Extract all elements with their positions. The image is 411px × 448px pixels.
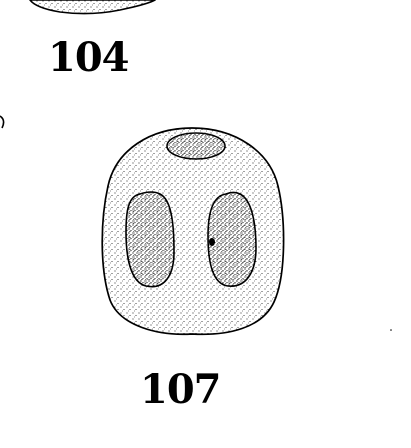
right-window — [207, 191, 257, 287]
margin-speck — [390, 329, 392, 331]
figure-label-107: 107 — [140, 366, 221, 413]
left-window — [125, 191, 175, 288]
margin-mark — [0, 115, 5, 129]
dark-spot — [209, 238, 215, 246]
top-opening — [166, 132, 226, 160]
specimen-104-partial — [29, 0, 156, 15]
specimen-107 — [101, 127, 285, 336]
figure-label-104: 104 — [48, 34, 129, 81]
